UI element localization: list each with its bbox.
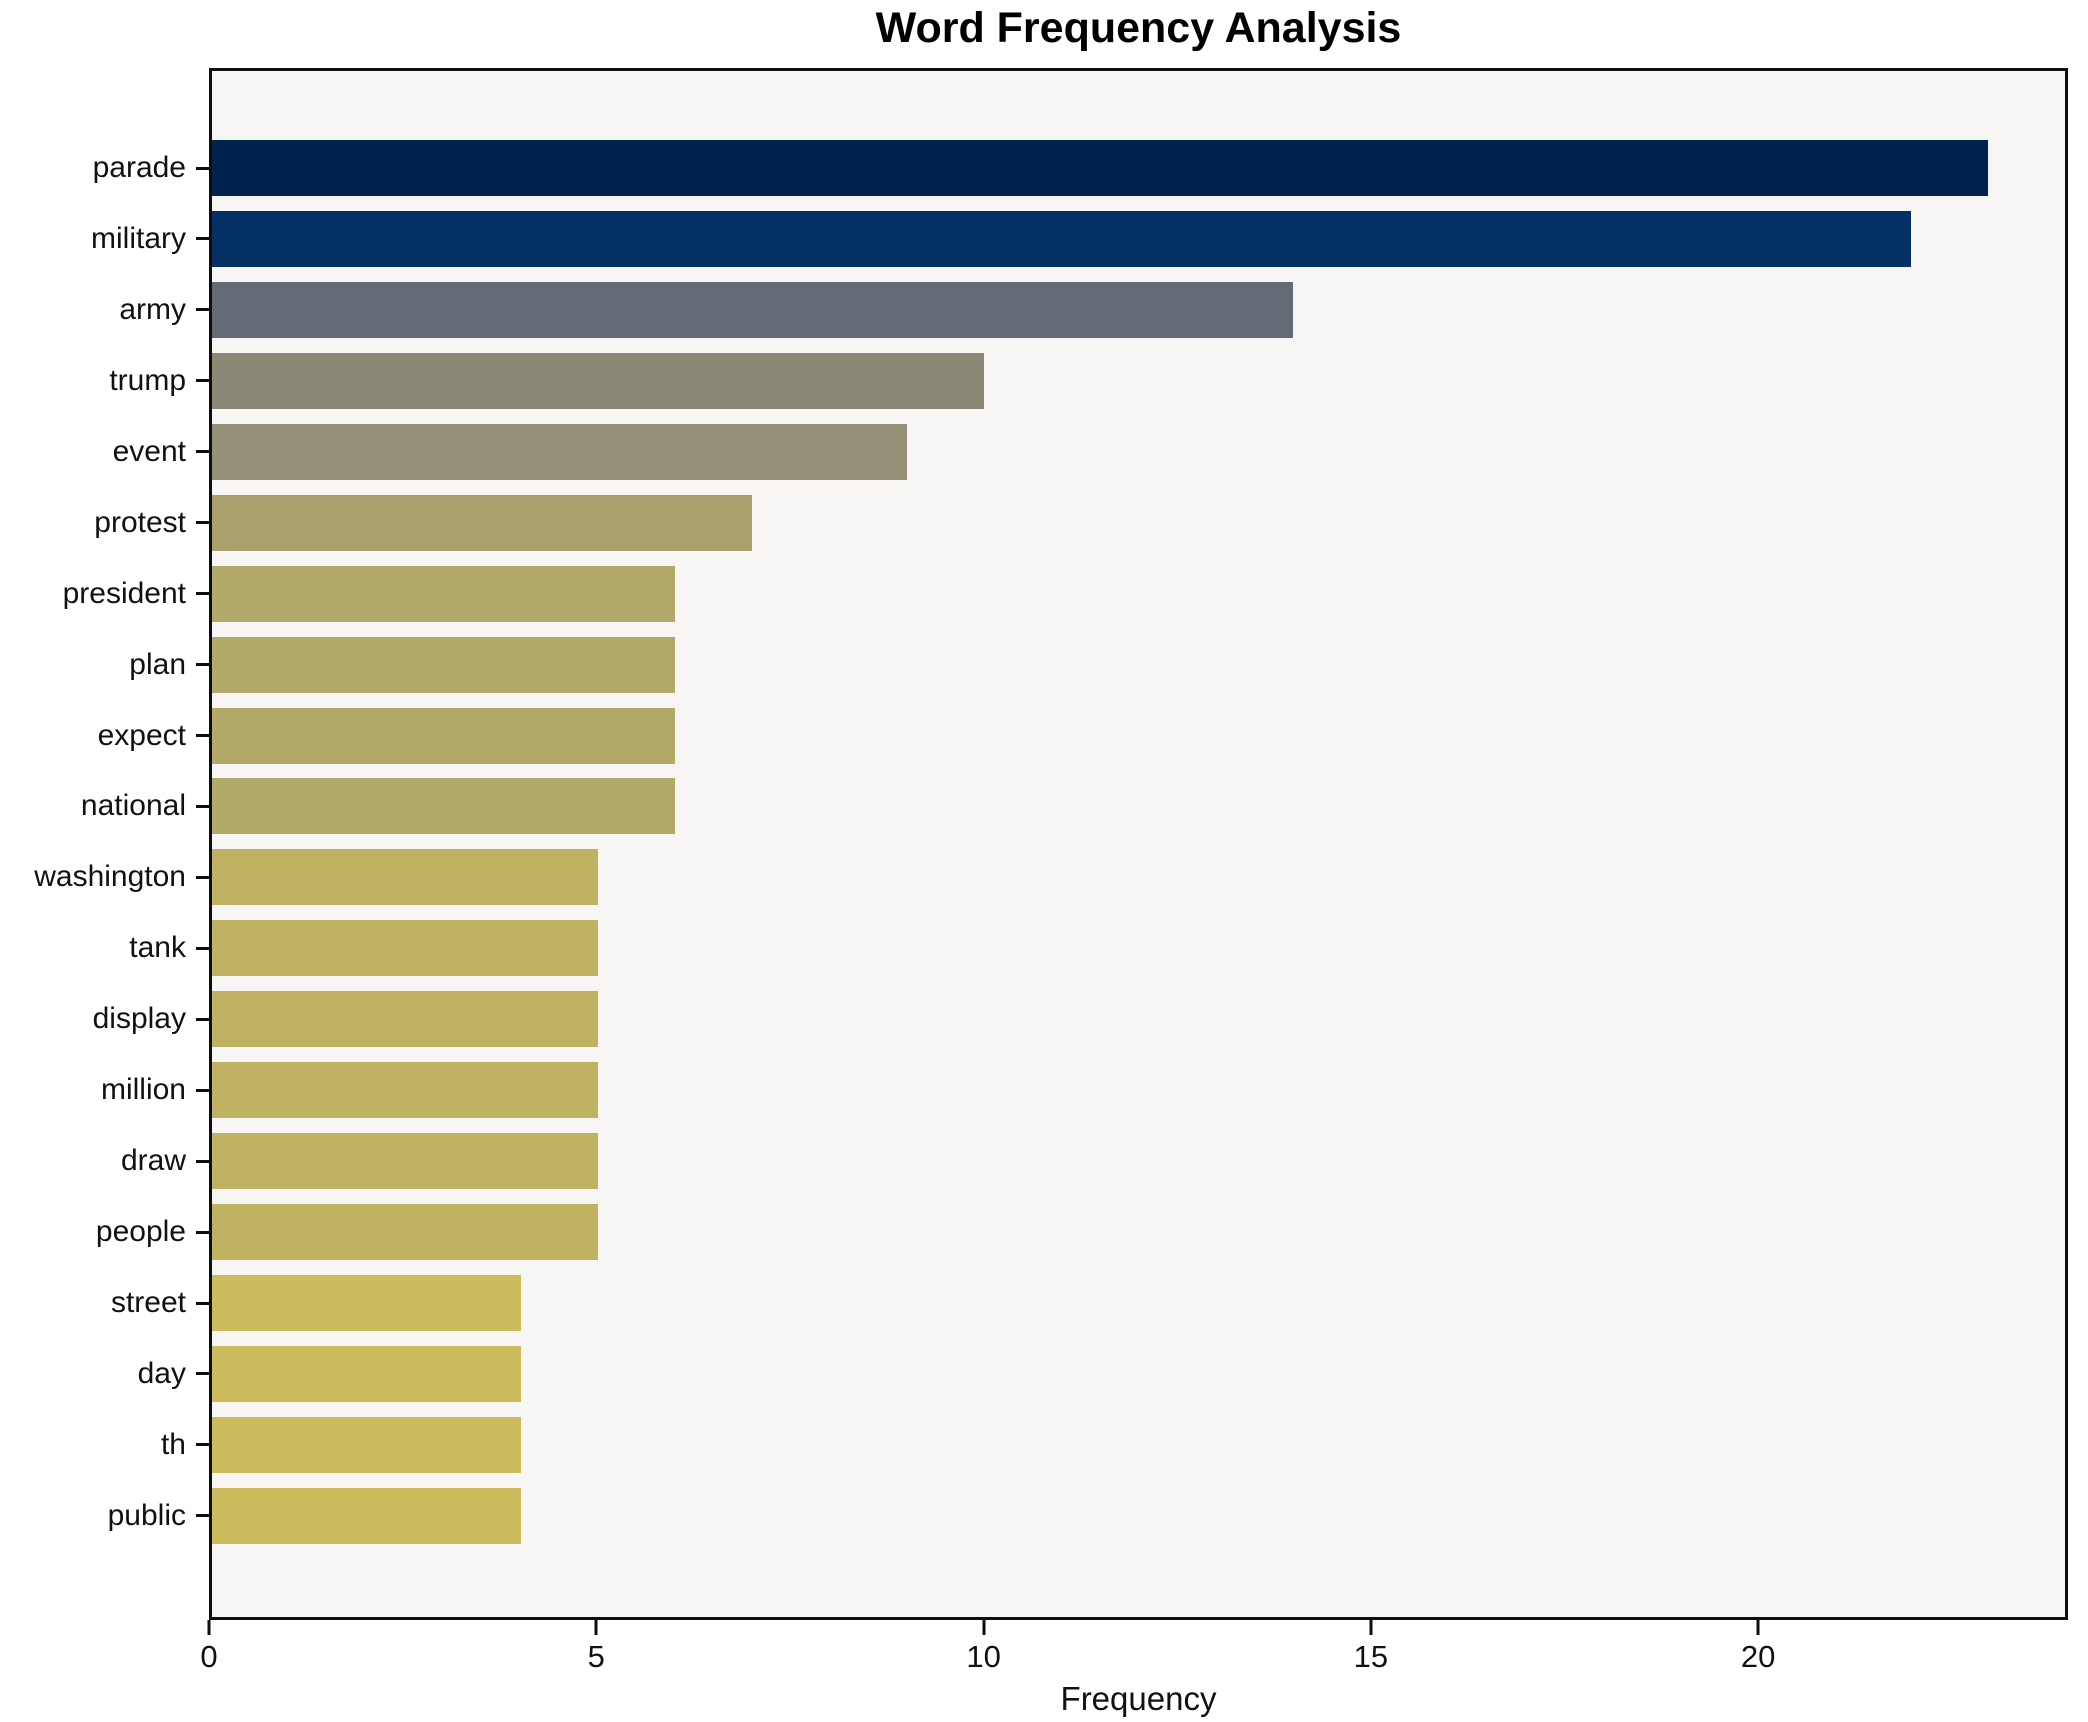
bar-row	[212, 1487, 2065, 1544]
bar-row	[212, 991, 2065, 1048]
x-axis-label: Frequency	[1060, 1680, 1217, 1717]
y-tick-label-army: army	[119, 292, 186, 326]
y-tick-label-tank: tank	[129, 931, 186, 965]
bar-protest	[212, 494, 753, 551]
y-tick-label-event: event	[112, 434, 186, 468]
y-tick-mark	[196, 804, 209, 808]
x-tick-label-0: 0	[200, 1639, 218, 1674]
bar-public	[212, 1487, 521, 1544]
bar-president	[212, 565, 676, 622]
bar-row	[212, 565, 2065, 622]
x-tick-mark	[982, 1620, 986, 1635]
x-tick-mark	[594, 1620, 598, 1635]
x-tick-label-10: 10	[966, 1639, 1001, 1674]
bar-expect	[212, 707, 676, 764]
bar-row	[212, 707, 2065, 764]
bar-row	[212, 920, 2065, 977]
bar-row	[212, 1062, 2065, 1119]
y-tick-label-expect: expect	[97, 718, 186, 752]
bar-row	[212, 140, 2065, 196]
y-tick-mark	[196, 734, 209, 737]
x-tick-label-5: 5	[587, 1639, 605, 1674]
plot-area	[209, 68, 2068, 1620]
bar-national	[212, 778, 676, 835]
bar-draw	[212, 1133, 599, 1190]
bar-event	[212, 423, 907, 480]
bar-th	[212, 1416, 521, 1473]
y-tick-mark	[196, 1514, 209, 1518]
y-tick-label-protest: protest	[94, 505, 186, 539]
y-tick-label-draw: draw	[120, 1144, 186, 1178]
y-tick-mark	[196, 1088, 209, 1092]
y-tick-label-parade: parade	[92, 151, 186, 184]
y-tick-mark	[196, 1443, 209, 1447]
bar-washington	[212, 849, 599, 906]
y-tick-mark	[196, 450, 209, 454]
y-tick-mark	[196, 946, 209, 950]
bar-row	[212, 1204, 2065, 1261]
bar-day	[212, 1345, 521, 1402]
y-tick-label-national: national	[80, 789, 186, 823]
bar-plan	[212, 636, 676, 693]
y-tick-label-trump: trump	[109, 363, 186, 397]
bar-army	[212, 281, 1293, 338]
y-tick-mark	[196, 1301, 209, 1305]
bar-trump	[212, 352, 985, 409]
bar-row	[212, 636, 2065, 693]
y-tick-label-display: display	[92, 1002, 186, 1036]
bar-people	[212, 1204, 599, 1261]
y-axis-labels: parade military army trump event protest presi…	[0, 68, 186, 1620]
bar-military	[212, 210, 1911, 267]
bar-row	[212, 1275, 2065, 1331]
chart-title: Word Frequency Analysis	[875, 4, 1402, 52]
bar-row	[212, 494, 2065, 551]
x-tick-label-20: 20	[1740, 1639, 1776, 1674]
bar-million	[212, 1062, 599, 1119]
x-tick-mark	[1756, 1620, 1760, 1635]
x-axis-tick-labels: 0 5 10 15 20	[200, 1639, 2068, 1677]
y-tick-mark	[196, 663, 209, 667]
bar-tank	[212, 920, 599, 977]
bar-display	[212, 991, 599, 1048]
bar-row	[212, 281, 2065, 338]
bar-row	[212, 849, 2065, 906]
y-tick-label-people: people	[95, 1215, 186, 1249]
bar-parade	[212, 140, 1988, 196]
y-tick-label-plan: plan	[129, 647, 186, 681]
bar-rows	[212, 71, 2065, 1617]
y-tick-mark	[196, 1017, 209, 1021]
y-tick-label-day: day	[137, 1356, 186, 1390]
x-axis-ticks	[207, 1620, 2068, 1635]
y-tick-label-million: million	[100, 1073, 186, 1107]
bar-row	[212, 1133, 2065, 1190]
y-tick-mark	[196, 1159, 209, 1163]
y-tick-mark	[196, 521, 209, 525]
y-tick-mark	[196, 379, 209, 383]
y-tick-mark	[196, 1372, 209, 1376]
y-tick-mark	[196, 592, 209, 596]
bar-row	[212, 352, 2065, 409]
y-tick-mark	[196, 166, 209, 170]
bar-street	[212, 1275, 521, 1331]
y-axis-ticks	[196, 68, 209, 1620]
y-tick-label-washington: washington	[34, 860, 186, 894]
y-tick-mark	[196, 1230, 209, 1234]
bar-row	[212, 1345, 2065, 1402]
y-tick-label-th: th	[160, 1427, 186, 1461]
x-tick-label-15: 15	[1353, 1639, 1389, 1674]
y-tick-mark	[196, 237, 209, 241]
y-tick-label-public: public	[107, 1498, 186, 1532]
y-tick-mark	[196, 308, 209, 312]
bar-row	[212, 210, 2065, 267]
x-tick-mark	[1369, 1620, 1373, 1635]
y-tick-label-president: president	[62, 576, 186, 610]
bar-row	[212, 1416, 2065, 1473]
y-tick-label-street: street	[110, 1286, 186, 1319]
y-tick-label-military: military	[91, 221, 186, 255]
x-tick-mark	[207, 1620, 211, 1635]
y-tick-mark	[196, 875, 209, 879]
bar-row	[212, 423, 2065, 480]
bar-row	[212, 778, 2065, 835]
